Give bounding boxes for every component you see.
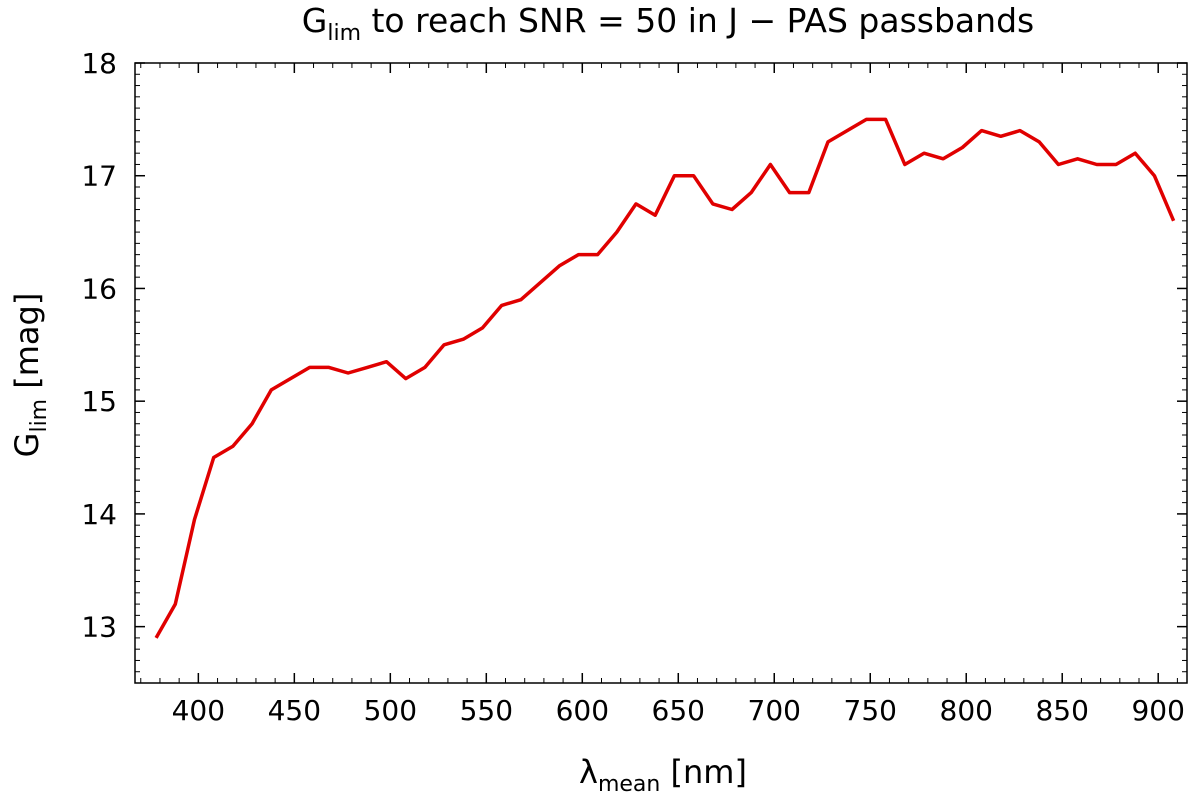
x-tick-label: 550 <box>460 694 513 727</box>
chart-title-suffix: to reach SNR = 50 in J − PAS passbands <box>361 1 1034 40</box>
y-tick-label: 18 <box>81 47 117 80</box>
x-tick-label: 900 <box>1131 694 1184 727</box>
x-axis-label-subscript: mean <box>598 772 660 797</box>
x-tick-label: 600 <box>556 694 609 727</box>
y-tick-label: 17 <box>81 160 117 193</box>
x-tick-label: 450 <box>268 694 321 727</box>
x-axis-ticks <box>140 63 1178 683</box>
x-axis-label: λmean [nm] <box>579 753 747 797</box>
y-tick-label: 14 <box>81 498 117 531</box>
x-tick-label: 400 <box>172 694 225 727</box>
chart-title-prefix: G <box>302 1 328 40</box>
series-line <box>154 117 1176 639</box>
y-axis-tick-labels: 13 14 15 16 17 18 <box>81 47 117 644</box>
x-tick-label: 700 <box>748 694 801 727</box>
y-axis-label-suffix: [mag] <box>8 293 46 399</box>
y-axis-label: Glim [mag] <box>8 293 52 458</box>
x-tick-label: 850 <box>1035 694 1088 727</box>
chart-title: Glim to reach SNR = 50 in J − PAS passba… <box>302 1 1034 46</box>
y-axis-label-subscript: lim <box>27 399 52 433</box>
y-axis-label-symbol: G <box>8 433 46 458</box>
x-tick-label: 650 <box>652 694 705 727</box>
y-axis-ticks <box>135 62 1187 684</box>
x-tick-label: 500 <box>364 694 417 727</box>
y-tick-label: 13 <box>81 611 117 644</box>
x-tick-label: 750 <box>844 694 897 727</box>
plot-frame <box>134 62 1188 684</box>
x-axis-label-suffix: [nm] <box>660 753 747 791</box>
y-tick-label: 15 <box>81 385 117 418</box>
x-axis-label-symbol: λ <box>579 753 598 791</box>
chart-title-subscript: lim <box>327 21 361 46</box>
y-tick-label: 16 <box>81 272 117 305</box>
x-tick-label: 800 <box>940 694 993 727</box>
x-axis-tick-labels: 400 450 500 550 600 650 700 750 800 850 900 <box>172 694 1185 727</box>
